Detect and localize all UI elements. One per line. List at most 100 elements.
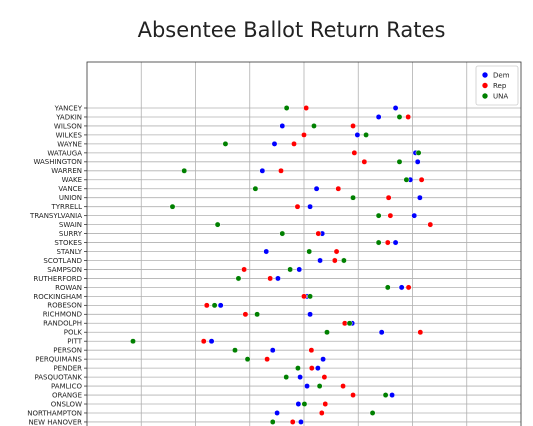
- y-tick-label: SURRY: [59, 230, 83, 238]
- data-point-rep: [203, 302, 210, 309]
- y-tick-label: STANLY: [57, 248, 83, 256]
- y-tick-label: WAKE: [62, 176, 82, 184]
- data-point-rep: [241, 266, 248, 273]
- data-point-una: [130, 338, 136, 345]
- data-point-una: [396, 158, 403, 165]
- data-point-una: [235, 275, 242, 282]
- data-point-rep: [303, 105, 310, 111]
- y-tick-label: SWAIN: [59, 221, 82, 229]
- data-point-rep: [385, 194, 392, 201]
- data-point-rep: [315, 230, 322, 237]
- data-point-dem: [354, 131, 361, 138]
- y-tick-label: WILKES: [56, 131, 83, 139]
- data-point-rep: [301, 131, 307, 138]
- data-point-dem: [307, 203, 314, 210]
- data-point-rep: [301, 293, 307, 300]
- data-point-dem: [297, 374, 304, 381]
- data-point-una: [324, 329, 330, 336]
- y-tick-label: WATAUGA: [47, 149, 82, 157]
- data-point-dem: [375, 114, 382, 120]
- legend: Dem Rep UNA: [475, 65, 519, 106]
- data-point-rep: [267, 275, 274, 282]
- data-point-dem: [313, 185, 320, 192]
- data-point-dem: [296, 266, 303, 273]
- data-point-una: [316, 383, 323, 390]
- data-point-rep: [387, 212, 394, 219]
- y-tick-label: ONSLOW: [51, 400, 82, 408]
- data-point-rep: [331, 257, 338, 264]
- data-point-una: [254, 311, 261, 318]
- data-point-dem: [208, 338, 215, 345]
- data-point-rep: [291, 140, 297, 147]
- data-point-dem: [320, 356, 327, 363]
- data-point-una: [283, 374, 290, 381]
- data-point-una: [340, 257, 347, 264]
- data-point-rep: [417, 329, 424, 336]
- data-point-rep: [318, 410, 325, 416]
- data-point-rep: [200, 338, 207, 345]
- y-tick-label: SCOTLAND: [43, 257, 82, 265]
- data-point-rep: [427, 221, 434, 228]
- y-tick-label: ROWAN: [55, 284, 82, 292]
- legend-label: UNA: [493, 93, 508, 101]
- data-point-una: [363, 131, 370, 138]
- data-point-rep: [242, 311, 249, 318]
- y-tick-label: YANCEY: [54, 104, 83, 112]
- data-point-dem: [304, 383, 310, 390]
- data-point-rep: [308, 365, 315, 372]
- legend-marker: [482, 93, 488, 99]
- data-point-una: [382, 392, 389, 398]
- data-point-una: [287, 266, 294, 273]
- y-tick-label: VANCE: [58, 185, 82, 193]
- data-point-dem: [279, 122, 286, 129]
- data-point-dem: [378, 329, 385, 336]
- data-point-rep: [350, 392, 356, 398]
- y-tick-label: RUTHERFORD: [33, 275, 82, 283]
- y-tick-label: ORANGE: [52, 391, 82, 399]
- y-tick-label: YADKIN: [55, 113, 82, 121]
- data-point-rep: [264, 356, 271, 363]
- data-point-rep: [322, 401, 329, 407]
- y-axis-tick-labels: YANCEYYADKINWILSONWILKESWAYNEWATAUGAWASH…: [27, 104, 87, 426]
- data-point-una: [350, 194, 356, 201]
- data-point-dem: [298, 419, 304, 425]
- legend-label: Dem: [493, 72, 510, 80]
- y-tick-label: ROCKINGHAM: [33, 293, 82, 301]
- y-tick-label: WARREN: [51, 167, 82, 175]
- data-point-una: [396, 114, 403, 120]
- data-point-rep: [294, 203, 301, 210]
- data-point-una: [222, 140, 229, 147]
- data-point-una: [415, 149, 422, 156]
- y-tick-label: PERSON: [53, 347, 82, 355]
- data-point-rep: [350, 122, 356, 129]
- data-point-dem: [414, 158, 421, 165]
- y-tick-label: PENDER: [53, 365, 82, 373]
- data-point-rep: [278, 167, 284, 174]
- data-point-una: [307, 293, 314, 300]
- data-point-rep: [384, 239, 391, 246]
- data-point-una: [181, 167, 188, 174]
- data-point-una: [369, 410, 376, 416]
- data-point-dem: [307, 311, 314, 318]
- data-point-una: [294, 365, 301, 372]
- y-tick-label: UNION: [59, 194, 82, 202]
- data-point-rep: [340, 383, 347, 390]
- data-point-una: [244, 356, 251, 363]
- y-tick-label: NORTHAMPTON: [27, 409, 82, 417]
- data-point-dem: [398, 284, 405, 291]
- data-point-rep: [289, 419, 296, 425]
- data-point-rep: [405, 114, 412, 120]
- data-point-una: [232, 347, 238, 354]
- data-point-una: [301, 401, 308, 407]
- data-point-una: [306, 248, 313, 255]
- y-tick-label: PASQUOTANK: [35, 374, 83, 382]
- data-point-dem: [392, 239, 399, 246]
- data-point-una: [214, 221, 221, 228]
- y-tick-label: RICHMOND: [43, 311, 82, 319]
- data-point-dem: [295, 401, 302, 407]
- data-point-rep: [335, 185, 342, 192]
- data-point-una: [252, 185, 259, 192]
- y-tick-label: WAYNE: [57, 140, 82, 148]
- data-point-rep: [418, 176, 425, 183]
- chart-title: Absentee Ballot Return Rates: [137, 18, 446, 42]
